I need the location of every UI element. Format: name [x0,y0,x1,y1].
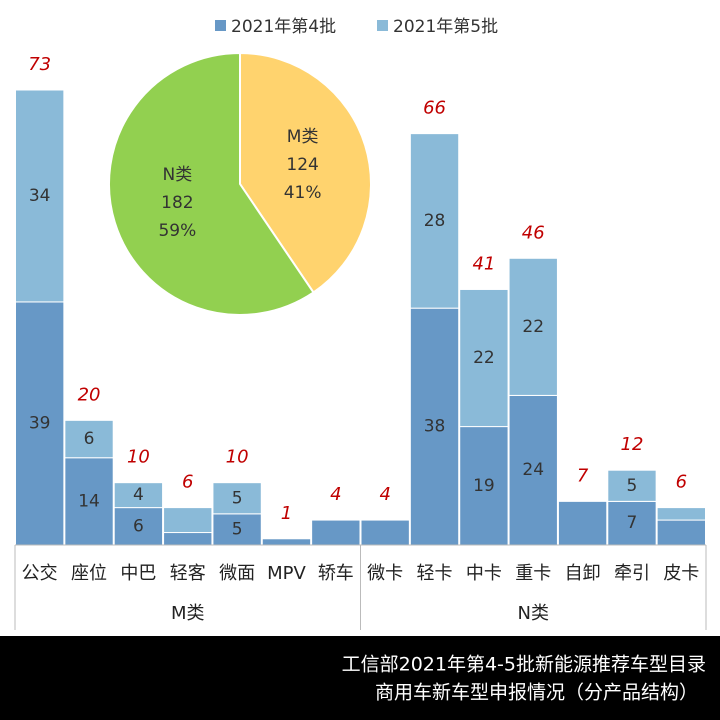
x-tick-label: 自卸 [565,563,601,584]
footer-line: 工信部2021年第4-5批新能源推荐车型目录 [342,654,706,676]
bar-segment [607,469,657,502]
segment-label: 14 [78,491,100,511]
bar-segment [360,519,410,546]
segment-label: 28 [424,211,446,231]
bar-segment [409,133,460,309]
pie-slice [108,51,315,316]
x-tick-label: 重卡 [515,563,551,584]
segment-label: 22 [473,348,495,368]
group-label: N类 [518,603,549,624]
segment-label: 5 [232,488,243,508]
total-label: 4 [330,484,341,505]
x-tick-label: 中卡 [466,563,502,584]
total-label: 46 [522,222,545,243]
bar-segment [557,500,608,546]
segment-label: 24 [522,460,544,480]
total-label: 73 [28,54,51,75]
bar-segment [64,419,114,459]
bar-segment [113,482,164,509]
segment-label: 19 [473,476,495,496]
bar-segment [212,482,262,515]
x-tick-label: 公交 [22,563,58,584]
total-label: 1 [281,503,292,524]
bar-segment [15,89,65,303]
bar-segment [656,507,707,521]
bar-segment [656,519,707,546]
bar-segment [508,394,558,546]
total-label: 41 [472,253,495,274]
footer-line: 商用车新车型申报情况（分产品结构） [375,682,698,704]
bar-segment [261,538,312,546]
segment-label: 4 [133,485,144,505]
x-tick-label: 轿车 [318,563,354,584]
segment-label: 34 [29,186,51,206]
segment-label: 5 [627,476,638,496]
x-tick-label: 座位 [71,563,107,584]
pie-value: 182 [161,193,193,213]
total-label: 6 [182,472,193,493]
segment-label: 5 [232,519,243,539]
segment-label: 7 [627,513,638,533]
pie-percent: 41% [284,183,322,203]
total-label: 7 [577,465,589,486]
bar-segment [15,301,65,546]
pie-slice [239,51,372,294]
total-label: 12 [621,434,644,455]
x-tick-label: 微卡 [367,563,403,584]
group-label: M类 [171,603,205,624]
x-tick-label: 皮卡 [663,563,699,584]
bar-segment [311,519,361,546]
bar-segment [459,426,509,546]
total-label: 10 [127,447,150,468]
x-tick-label: 轻客 [170,563,206,584]
legend-swatch [215,20,226,31]
total-label: 10 [226,447,249,468]
total-label: 66 [423,98,446,119]
bar-segment [163,532,213,546]
pie-percent: 59% [158,221,196,241]
legend-label: 2021年第4批 [231,17,336,37]
x-tick-label: 轻卡 [417,563,453,584]
segment-label: 22 [522,317,544,337]
pie-value: 124 [286,155,318,175]
pie-label: N类 [163,165,193,185]
segment-label: 38 [424,417,446,437]
footer-band [0,636,720,720]
x-tick-label: MPV [267,563,306,584]
segment-label: 6 [133,516,144,536]
total-label: 6 [676,472,687,493]
total-label: 20 [78,384,101,405]
x-tick-label: 微面 [219,563,255,584]
x-tick-label: 牵引 [614,563,650,584]
bar-segment [459,288,509,428]
legend-label: 2021年第5批 [393,17,498,37]
segment-label: 6 [84,429,95,449]
total-label: 4 [379,484,390,505]
pie-label: M类 [287,127,319,147]
segment-label: 39 [29,413,51,433]
x-tick-label: 中巴 [120,563,156,584]
bar-segment [163,507,213,534]
bar-segment [508,257,558,396]
legend-swatch [377,20,388,31]
